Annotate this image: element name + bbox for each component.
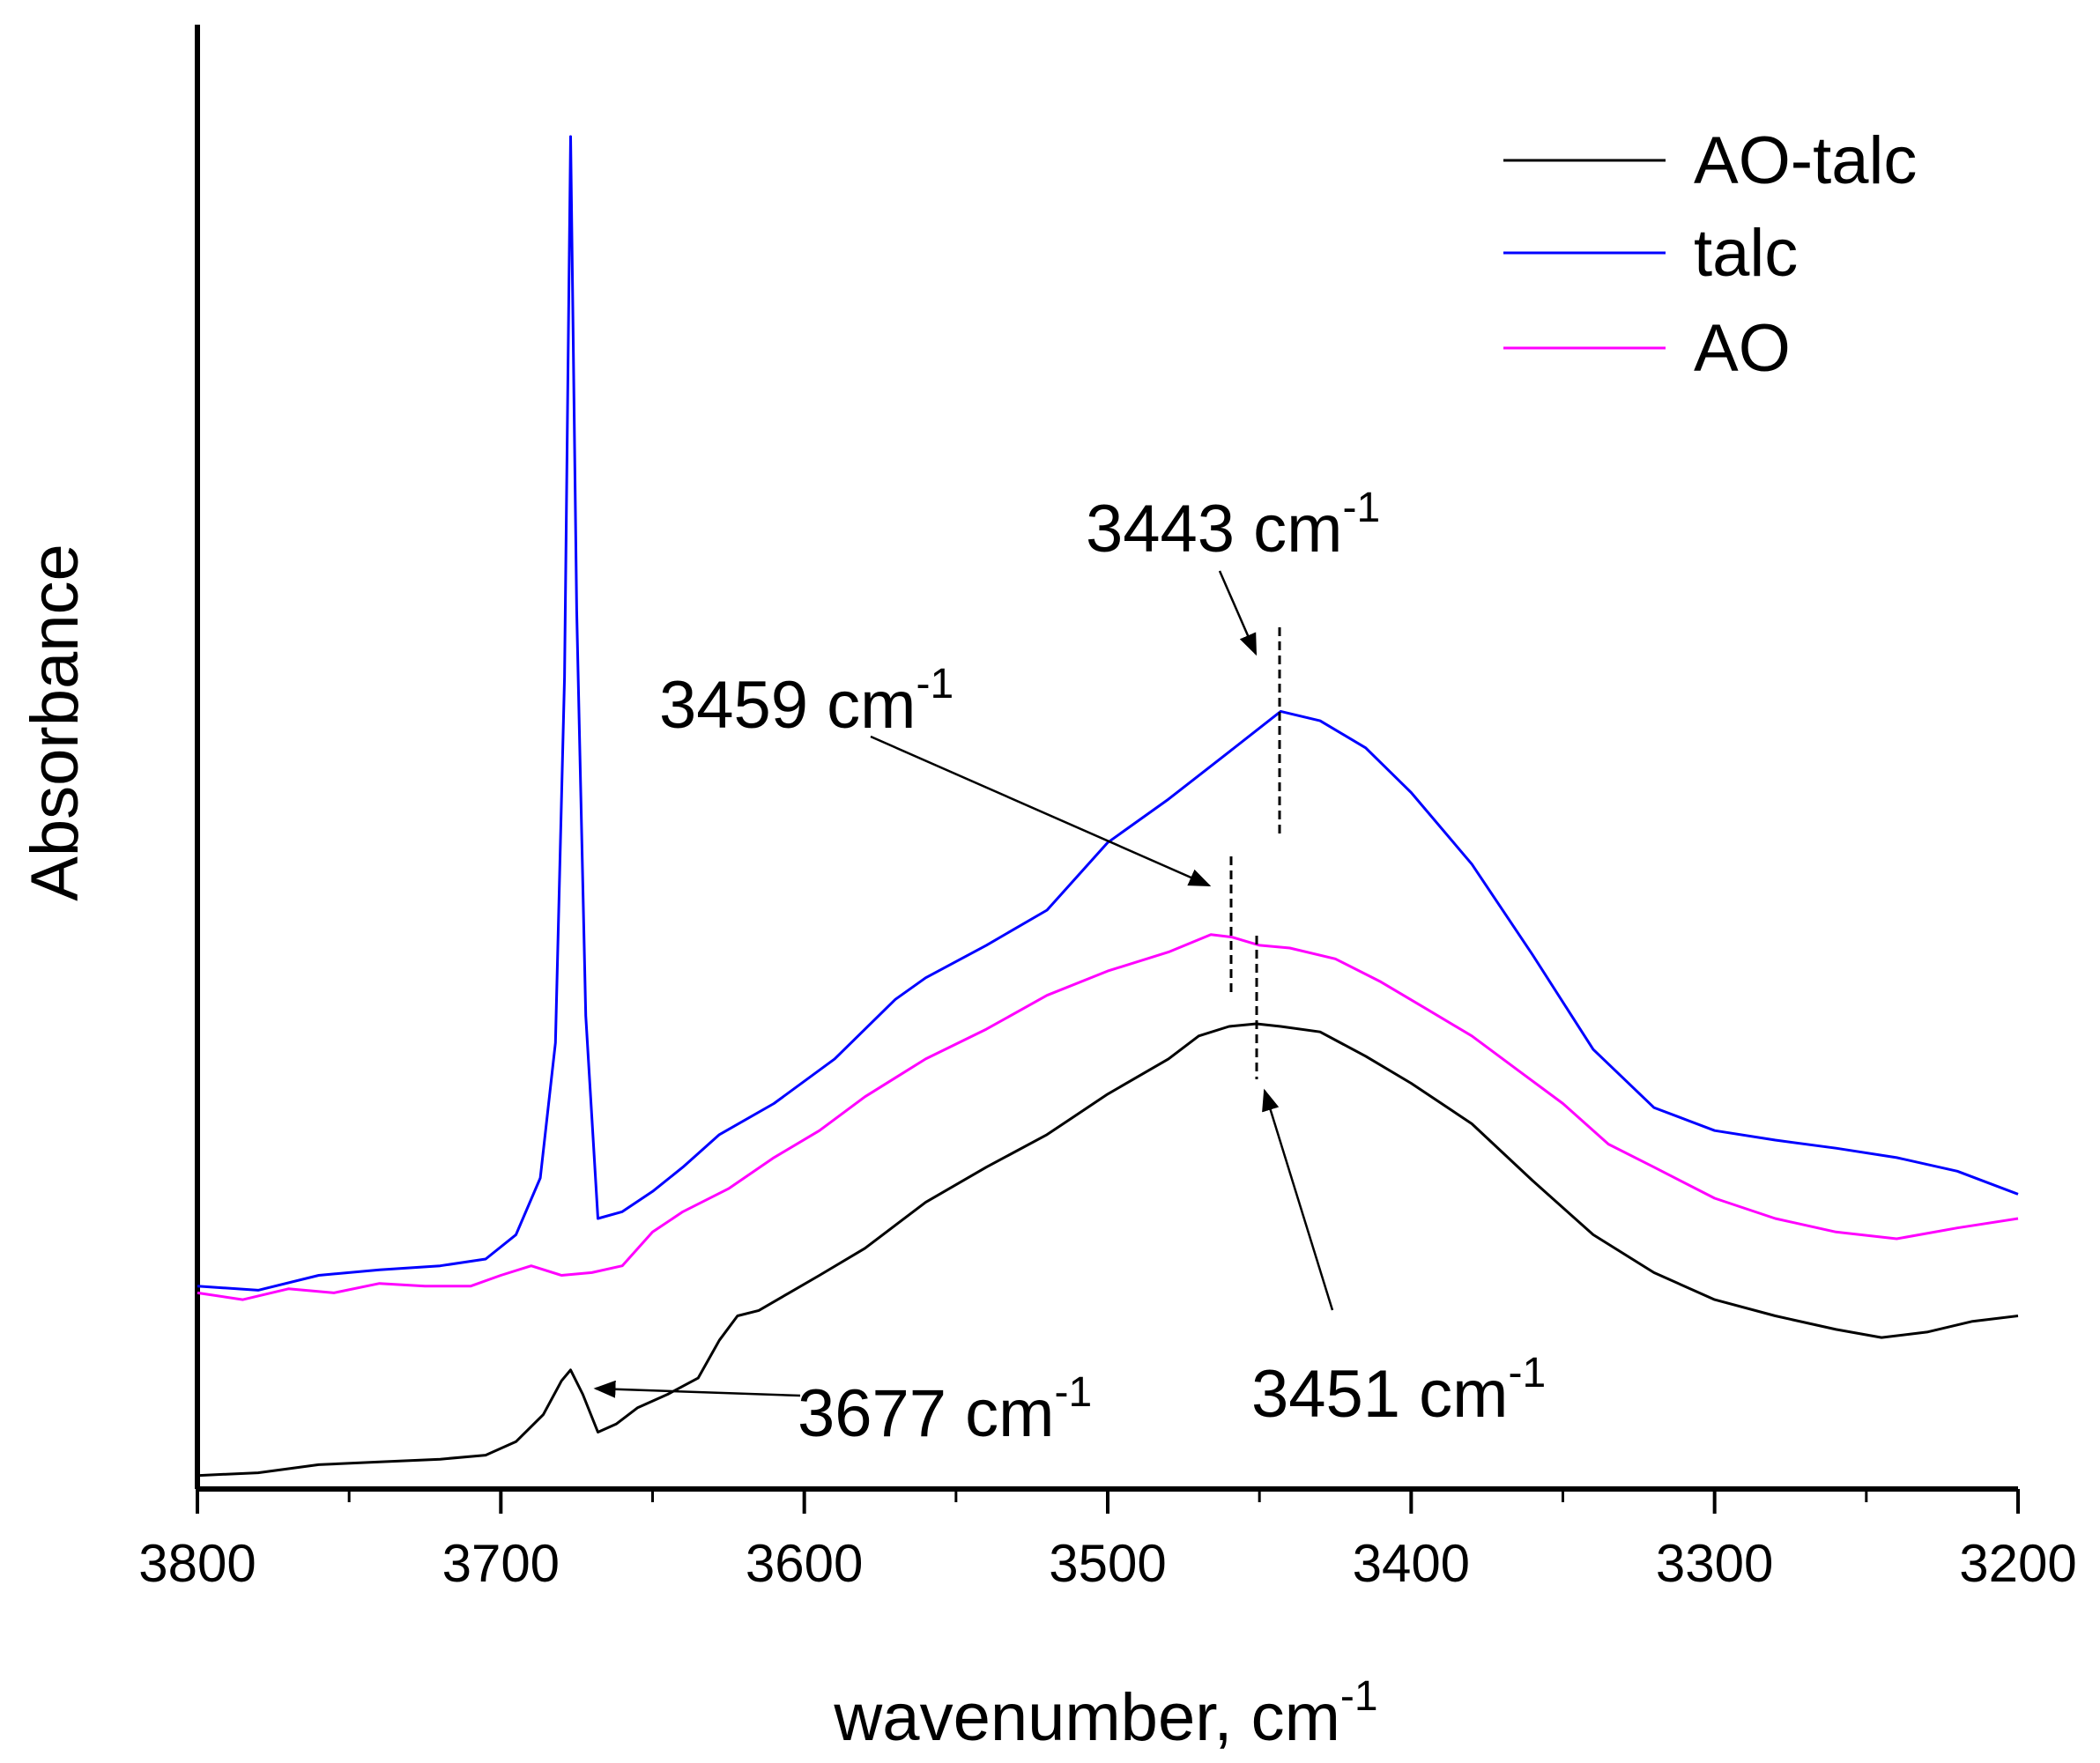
x-tick-label-3500: 3500 [1049,1534,1166,1593]
x-tick-label-3300: 3300 [1656,1534,1773,1593]
annotation-3451-arrow [1262,1088,1334,1311]
y-axis-title: Absorbance [18,544,93,901]
legend: AO-talc talc AO [1503,123,1917,386]
annotation-3677: 3677 cm-1 [593,1369,1092,1451]
series-line-talc [197,135,2019,1292]
series-lines [197,135,2019,1478]
x-axis-title: wavenumber, cm-1 [833,1673,1377,1755]
annotation-3443: 3443 cm-1 [1086,485,1380,839]
annotation-3677-label: 3677 cm-1 [798,1369,1092,1451]
annotation-3677-arrow [593,1380,801,1398]
x-tick-label-3400: 3400 [1353,1534,1470,1593]
annotation-3451: 3451 cm-1 [1251,936,1546,1432]
series-line-ao [197,933,2019,1301]
annotation-3443-label: 3443 cm-1 [1086,485,1380,567]
x-tick-label-3700: 3700 [442,1534,560,1593]
annotation-3451-label: 3451 cm-1 [1251,1350,1546,1432]
x-tick-label-3800: 3800 [138,1534,256,1593]
series-line-ao-talc [197,1022,2019,1478]
legend-label-talc: talc [1694,216,1798,291]
annotation-3459-label: 3459 cm-1 [659,661,954,743]
legend-label-ao: AO [1694,311,1791,386]
annotation-3459-arrow [870,735,1212,887]
x-tick-label-3600: 3600 [746,1534,863,1593]
legend-label-ao-talc: AO-talc [1694,123,1917,198]
x-axis-title-sup: -1 [1340,1673,1378,1720]
annotation-3443-arrow [1218,570,1258,656]
annotation-3459: 3459 cm-1 [659,661,1233,996]
x-axis-title-text: wavenumber, cm [833,1680,1339,1755]
x-tick-label-3200: 3200 [1959,1534,2076,1593]
x-axis-ticks: 3800 3700 3600 3500 3400 3300 3200 [138,1489,2077,1593]
